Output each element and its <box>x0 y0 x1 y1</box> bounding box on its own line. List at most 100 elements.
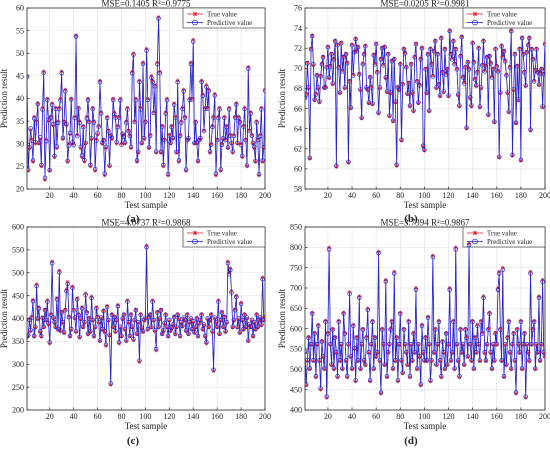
predictive-value-point <box>543 71 545 76</box>
true-value-point <box>34 119 39 124</box>
true-value-point <box>429 61 434 66</box>
true-value-point <box>363 43 368 48</box>
true-value-point <box>135 332 139 337</box>
true-value-point <box>151 110 156 114</box>
true-value-point <box>523 395 528 400</box>
true-value-point <box>248 110 253 114</box>
predictive-value-point <box>91 120 97 125</box>
predictive-value-point <box>88 162 93 168</box>
predictive-value-point <box>451 319 456 325</box>
true-value-point <box>403 343 407 347</box>
true-value-point <box>205 105 210 110</box>
x-tick-label: 180 <box>515 412 527 421</box>
series-layer <box>27 15 265 182</box>
true-value-point <box>106 128 111 133</box>
true-value-point <box>341 310 346 315</box>
predictive-value-point <box>493 46 498 52</box>
true-value-point <box>374 41 379 46</box>
true-value-point <box>192 141 197 146</box>
true-value-point <box>469 359 474 364</box>
predictive-value-point <box>55 326 61 332</box>
predictive-value-point <box>126 128 131 134</box>
predictive-value-point <box>147 312 153 318</box>
predictive-value-point <box>180 106 185 112</box>
predictive-value-point <box>474 83 479 88</box>
true-value-point <box>479 86 483 91</box>
true-value-point <box>39 164 44 169</box>
predictive-value-point <box>365 87 370 92</box>
true-value-point <box>517 46 522 51</box>
predictive-value-point <box>407 103 413 108</box>
predictive-value-point <box>359 341 364 347</box>
true-value-point <box>150 298 155 303</box>
true-value-point <box>332 367 336 372</box>
true-value-point <box>243 325 248 330</box>
legend-true-cross <box>472 230 478 236</box>
predictive-value-point <box>320 354 326 359</box>
predictive-value-point <box>238 142 244 148</box>
predictive-value-point <box>326 75 332 80</box>
predictive-value-point <box>129 70 135 76</box>
true-value-point <box>242 105 247 110</box>
true-value-point <box>474 351 479 355</box>
predictive-value-point <box>153 346 159 352</box>
true-value-point <box>439 375 444 380</box>
predictive-value-point <box>305 349 308 355</box>
true-value-point <box>47 341 52 346</box>
predictive-value-point <box>145 97 151 103</box>
predictive-value-point <box>476 341 481 347</box>
predictive-value-point <box>234 294 239 300</box>
predictive-value-point <box>217 331 222 336</box>
predictive-value-point <box>257 133 263 139</box>
predictive-value-point <box>187 97 192 103</box>
predictive-value-point <box>35 316 41 321</box>
predictive-value-point <box>305 357 310 363</box>
predictive-value-point <box>150 79 155 85</box>
true-value-point <box>305 383 309 388</box>
predictive-value-point <box>463 327 468 332</box>
predictive-value-point <box>70 140 75 145</box>
true-value-point <box>480 330 485 335</box>
true-value-point <box>427 109 432 114</box>
true-value-point <box>160 332 165 337</box>
predictive-value-point <box>336 319 342 325</box>
predictive-value-point <box>505 90 510 95</box>
legend-true-cross <box>472 11 478 17</box>
true-value-point <box>51 316 56 321</box>
true-value-point <box>381 343 386 347</box>
y-tick-label: 550 <box>12 246 24 255</box>
predictive-value-point <box>399 137 404 142</box>
predictive-value-point <box>441 350 446 355</box>
predictive-value-point <box>390 366 396 371</box>
true-value-point <box>490 367 494 372</box>
predictive-value-point <box>116 340 122 345</box>
predictive-value-point <box>411 331 416 336</box>
series-layer <box>27 243 265 387</box>
x-tick-label: 120 <box>163 412 175 421</box>
true-value-point <box>518 158 523 163</box>
predictive-value-point <box>262 88 265 94</box>
predictive-value-point <box>313 373 319 379</box>
true-value-point <box>391 367 395 372</box>
y-tick-label: 60 <box>294 165 302 174</box>
true-value-point <box>142 318 147 323</box>
predictive-value-point <box>210 329 215 334</box>
true-value-point <box>405 363 410 368</box>
predictive-value-point <box>37 329 43 334</box>
predictive-value-point <box>60 319 66 325</box>
true-value-point <box>511 330 516 335</box>
x-tick-label: 80 <box>117 412 125 421</box>
true-value-point <box>187 321 192 325</box>
predictive-value-point <box>464 125 469 130</box>
true-value-point <box>356 44 360 49</box>
predictive-value-point <box>312 331 317 336</box>
predictive-value-line <box>305 245 545 397</box>
predictive-value-point <box>454 341 460 347</box>
predictive-value-point <box>446 341 451 347</box>
true-value-point <box>173 114 178 119</box>
predictive-value-point <box>519 35 525 41</box>
predictive-value-point <box>145 326 151 332</box>
predictive-value-point <box>134 158 140 163</box>
predictive-value-point <box>92 324 98 329</box>
true-value-point <box>163 110 168 114</box>
